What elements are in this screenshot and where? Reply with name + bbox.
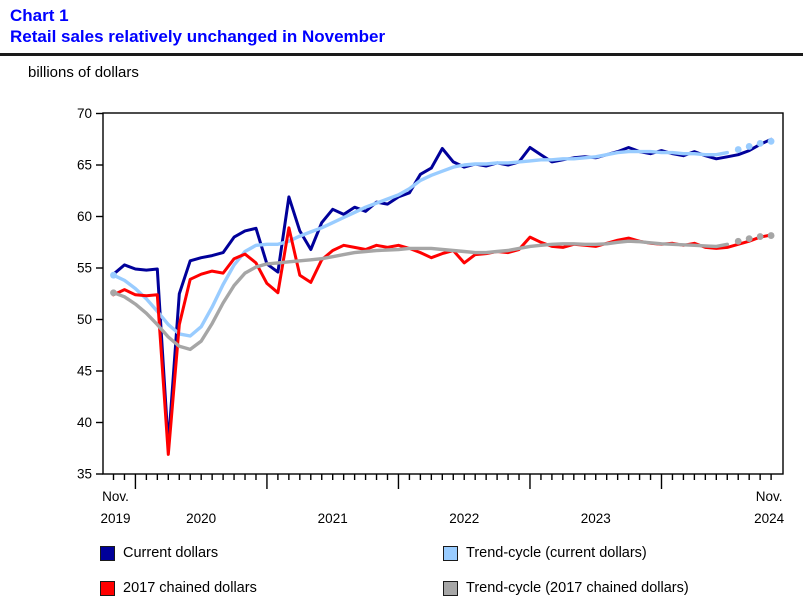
x-axis-end-label-month: Nov. [756, 489, 783, 504]
series-line-trend-cycle-2017-chained-dollars- [111, 239, 729, 352]
line-chart: 35 40 45 50 55 60 65 70 Nov. 2019 2020 2021 2022 2023… [77, 106, 785, 526]
plot-frame [102, 112, 784, 475]
series-end-dot-trend-cycle-current-dollars- [767, 137, 775, 145]
legend-label: Current dollars [123, 545, 219, 561]
legend-label: Trend-cycle (2017 chained dollars) [466, 580, 689, 596]
x-axis-start-label-year: 2019 [100, 511, 130, 526]
x-axis-year-label: 2020 [186, 511, 216, 526]
series-line-trend-cycle-current-dollars- [111, 149, 729, 338]
series-end-dot-trend-cycle-current-dollars- [745, 143, 753, 150]
legend-label: 2017 chained dollars [123, 580, 257, 596]
x-axis-year-label: 2023 [581, 511, 611, 526]
legend-item-trend-current: Trend-cycle (current dollars) [443, 545, 647, 561]
x-axis-end-label-year: 2024 [754, 511, 785, 526]
x-axis-year-label: 2022 [449, 511, 479, 526]
x-axis-start-label-month: Nov. [102, 489, 129, 504]
title-divider [0, 53, 803, 56]
y-axis-tick-label: 45 [77, 364, 92, 379]
legend-item-current-dollars: Current dollars [100, 545, 218, 561]
legend-item-chained-dollars: 2017 chained dollars [100, 580, 257, 596]
y-axis-tick-label: 65 [77, 158, 92, 173]
legend-label: Trend-cycle (current dollars) [466, 545, 647, 561]
y-axis-tick-label: 35 [77, 467, 92, 482]
series-end-dot-trend-cycle-current-dollars- [734, 146, 742, 153]
y-axis-tick-label: 50 [77, 312, 92, 327]
series-line-current-dollars [112, 137, 773, 447]
y-axis-tick-label: 70 [77, 106, 92, 121]
series-end-dot-trend-cycle-2017-chained-dollars- [756, 233, 764, 240]
legend-swatch-trend-current-icon [443, 545, 458, 561]
chart-number: Chart 1 [10, 6, 69, 25]
y-axis-unit-label: billions of dollars [28, 64, 139, 81]
chart-title: Retail sales relatively unchanged in Nov… [10, 27, 386, 46]
y-axis-tick-label: 60 [77, 209, 92, 224]
legend-swatch-chained-dollars-icon [100, 580, 115, 596]
series-end-dot-trend-cycle-current-dollars- [110, 271, 117, 279]
series-end-dot-trend-cycle-2017-chained-dollars- [734, 237, 742, 245]
legend-item-trend-chained: Trend-cycle (2017 chained dollars) [443, 580, 689, 596]
series-end-dot-trend-cycle-current-dollars- [756, 139, 764, 147]
y-axis-tick-label: 55 [77, 261, 92, 276]
y-axis-tick-label: 40 [77, 415, 92, 430]
legend-swatch-trend-chained-icon [443, 580, 458, 596]
series-line-2017-chained-dollars [112, 226, 773, 456]
series-end-dot-trend-cycle-2017-chained-dollars- [745, 235, 753, 243]
series-end-dot-trend-cycle-2017-chained-dollars- [767, 232, 775, 239]
series-end-dot-trend-cycle-2017-chained-dollars- [110, 289, 117, 297]
legend-swatch-current-dollars-icon [100, 545, 115, 561]
x-axis-year-label: 2021 [318, 511, 348, 526]
